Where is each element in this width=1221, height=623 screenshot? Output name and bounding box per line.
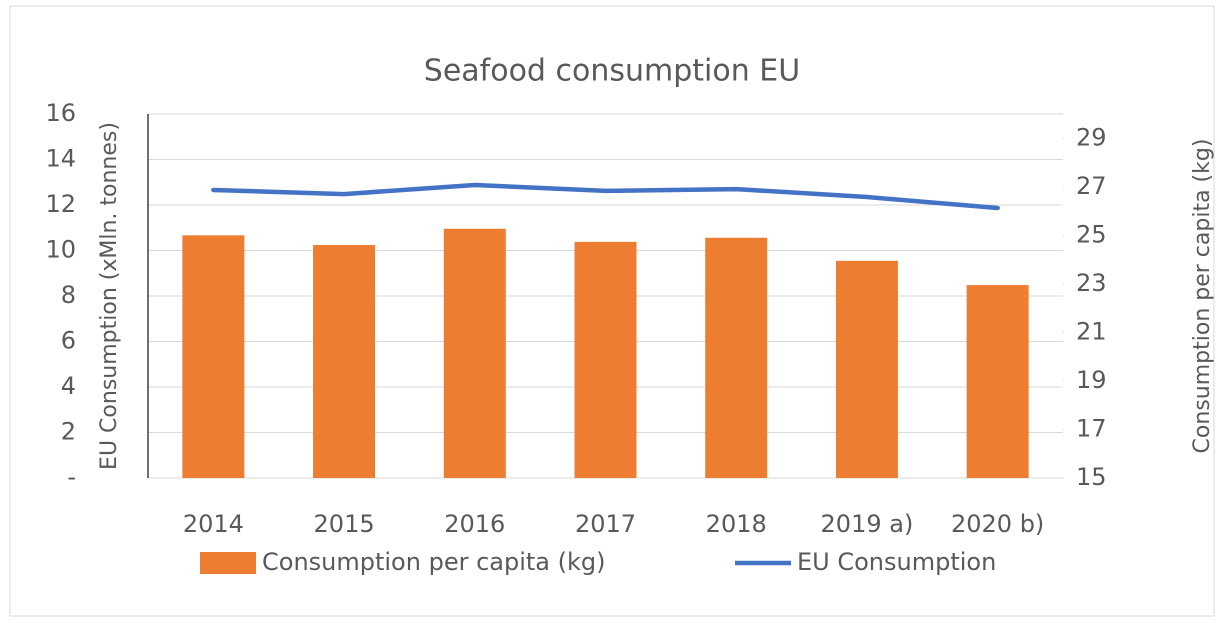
bar [443,228,506,478]
x-tick-label: 2015 [314,510,375,538]
y2-tick-label: 25 [1076,220,1107,248]
y2-tick-label: 21 [1076,317,1107,345]
y-tick-label: 8 [61,281,76,309]
bar [835,260,898,478]
legend-label: Consumption per capita (kg) [262,548,606,576]
x-tick-label: 2016 [444,510,505,538]
bar [574,241,637,478]
y2-tick-label: 17 [1076,414,1107,442]
y2-tick-label: 27 [1076,172,1107,200]
y2-tick-label: 23 [1076,269,1107,297]
y-tick-label: 16 [45,99,76,127]
y-tick-label: 10 [45,236,76,264]
x-tick-label: 2019 a) [821,510,914,538]
bar [313,245,376,478]
bar [705,237,768,478]
y2-tick-label: 19 [1076,366,1107,394]
y-tick-label: 12 [45,190,76,218]
y-tick-label: 14 [45,145,76,173]
line [211,182,1000,211]
x-tick-label: 2020 b) [951,510,1044,538]
bar [182,235,245,478]
y-axis-title: EU Consumption (xMln. tonnes) [97,122,122,470]
legend-label: EU Consumption [797,548,996,576]
y2-axis-title: Consumption per capita (kg) [1190,139,1215,454]
x-tick-label: 2017 [575,510,636,538]
y-tick-label: 4 [61,372,76,400]
y-tick-label: - [67,463,76,491]
chart-title: Seafood consumption EU [424,54,800,89]
y-tick-label: 6 [61,327,76,355]
y2-tick-label: 15 [1076,463,1107,491]
x-tick-label: 2014 [183,510,244,538]
x-tick-label: 2018 [706,510,767,538]
y2-tick-label: 29 [1076,123,1107,151]
y-tick-label: 2 [61,418,76,446]
legend-swatch [200,552,256,574]
bar [966,285,1029,478]
